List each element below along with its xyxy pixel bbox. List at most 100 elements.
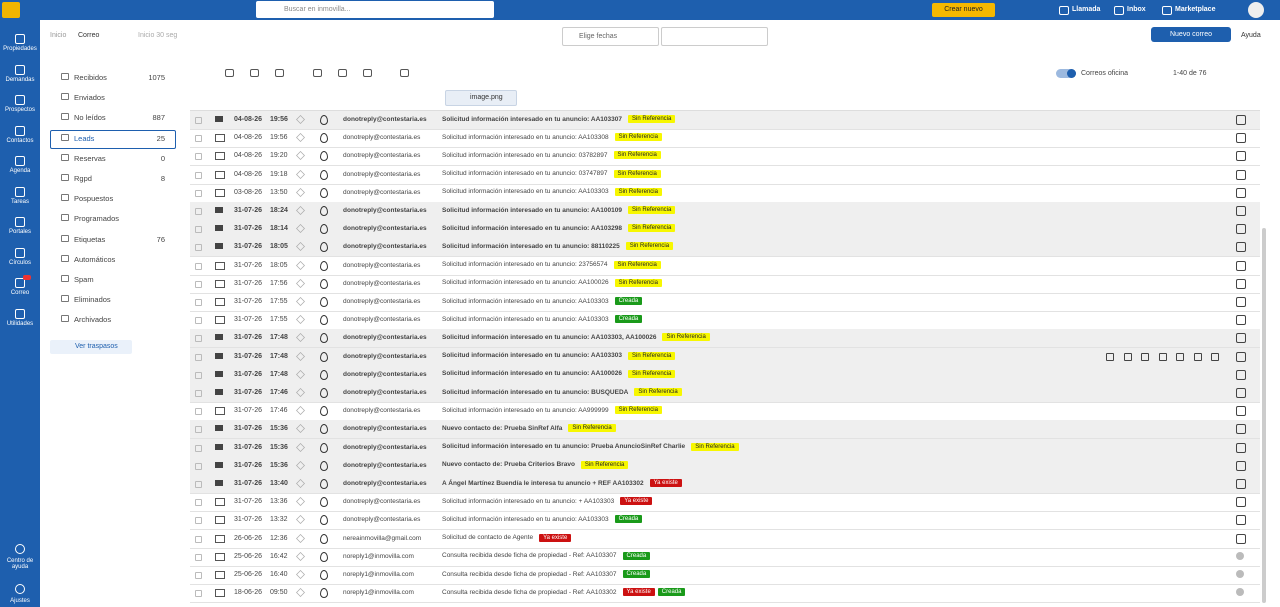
checkbox[interactable] [195, 553, 202, 561]
nav-label[interactable]: Demandas [5, 77, 35, 83]
folder-name[interactable]: Programados [74, 214, 120, 224]
row-menu-icon[interactable] [1236, 278, 1246, 289]
top-link-icon[interactable] [1162, 6, 1172, 15]
nav-icon[interactable] [15, 584, 25, 594]
top-link-icon[interactable] [1059, 6, 1069, 15]
mail-row[interactable]: 31-07-26 17:48 donotreply@contestaria.es So… [190, 329, 1260, 349]
mail-row[interactable]: 25-06-26 16:40 noreply1@inmovilla.com Consu… [190, 566, 1260, 585]
nav-icon[interactable] [15, 156, 25, 166]
attachment[interactable]: image.png [445, 90, 517, 106]
mail-row[interactable]: 31-07-26 13:32 donotreply@contestaria.es So… [190, 511, 1260, 531]
row-menu-icon[interactable] [1236, 133, 1246, 144]
nav-icon[interactable] [15, 34, 25, 44]
folder-name[interactable]: Automáticos [74, 254, 116, 264]
mail-row[interactable]: 03-08-26 13:50 donotreply@contestaria.es So… [190, 184, 1260, 203]
checkbox[interactable] [195, 244, 202, 252]
folder-name[interactable]: Spam [74, 275, 94, 284]
folder-name[interactable]: Rgpd [74, 174, 92, 183]
mail-row[interactable]: 04-08-26 19:20 donotreply@contestaria.es So… [190, 147, 1260, 167]
star-icon[interactable] [296, 260, 305, 270]
checkbox[interactable] [195, 189, 202, 197]
tool-icon[interactable] [363, 69, 372, 77]
row-menu-icon[interactable] [1236, 515, 1246, 526]
top-link-icon[interactable] [1114, 6, 1124, 15]
tool-icon[interactable] [313, 69, 322, 77]
nav-icon[interactable] [15, 95, 25, 105]
star-icon[interactable] [296, 406, 305, 416]
row-menu-icon[interactable] [1236, 479, 1246, 489]
checkbox[interactable] [195, 117, 202, 124]
checkbox[interactable] [195, 299, 202, 306]
top-link[interactable]: Llamada [1072, 6, 1101, 13]
row-menu-icon[interactable] [1236, 333, 1246, 344]
folder-name[interactable]: Eliminados [74, 295, 111, 305]
row-menu-icon[interactable] [1236, 242, 1246, 253]
folder-name[interactable]: No leídos [74, 113, 106, 123]
checkbox[interactable] [195, 226, 202, 234]
row-action[interactable] [1158, 352, 1167, 361]
tool-icon[interactable] [400, 69, 409, 77]
top-link[interactable]: Inbox [1127, 6, 1146, 13]
nav-icon[interactable] [15, 278, 25, 288]
nav-icon[interactable] [15, 217, 25, 227]
star-icon[interactable] [296, 315, 305, 325]
checkbox[interactable] [195, 353, 202, 361]
checkbox[interactable] [195, 517, 202, 525]
nav-label[interactable]: Utilidades [6, 321, 34, 327]
checkbox[interactable] [195, 481, 202, 488]
row-menu-icon[interactable] [1236, 570, 1244, 578]
row-menu-icon[interactable] [1236, 588, 1244, 597]
nav-label[interactable]: Correo [10, 290, 30, 296]
nav-icon[interactable] [15, 309, 25, 319]
star-icon[interactable] [296, 333, 305, 343]
folder-name[interactable]: Recibidos [74, 73, 107, 82]
mail-row[interactable]: 31-07-26 18:05 donotreply@contestaria.es So… [190, 238, 1260, 258]
row-menu-icon[interactable] [1236, 551, 1244, 560]
row-action[interactable] [1176, 352, 1184, 361]
star-icon[interactable] [296, 479, 305, 488]
star-icon[interactable] [296, 369, 305, 379]
checkbox[interactable] [195, 462, 202, 470]
checkbox[interactable] [195, 317, 202, 325]
row-action[interactable] [1211, 352, 1219, 361]
star-icon[interactable] [296, 297, 305, 306]
star-icon[interactable] [296, 278, 305, 288]
mail-row[interactable]: 31-07-26 17:55 donotreply@contestaria.es So… [190, 293, 1260, 312]
mail-row[interactable]: 18-06-26 09:50 noreply1@inmovilla.com Consu… [190, 584, 1260, 604]
mail-row[interactable]: 31-07-26 18:24 donotreply@contestaria.es So… [190, 202, 1260, 221]
mail-row[interactable]: 25-06-26 16:42 noreply1@inmovilla.com Consu… [190, 548, 1260, 567]
row-action[interactable] [1123, 352, 1132, 361]
star-icon[interactable] [296, 351, 305, 361]
star-icon[interactable] [296, 206, 305, 215]
star-icon[interactable] [296, 388, 305, 397]
logo[interactable] [2, 2, 20, 18]
checkbox[interactable] [195, 572, 202, 579]
row-menu-icon[interactable] [1236, 533, 1246, 544]
checkbox[interactable] [195, 408, 202, 416]
transfers-button[interactable]: Ver traspasos [50, 340, 132, 354]
mail-row[interactable]: 31-07-26 17:46 donotreply@contestaria.es So… [190, 384, 1260, 403]
row-menu-icon[interactable] [1236, 406, 1246, 417]
tool-icon[interactable] [225, 69, 234, 77]
mail-row[interactable]: 31-07-26 15:36 donotreply@contestaria.es Nu… [190, 456, 1260, 476]
star-icon[interactable] [296, 533, 305, 543]
star-icon[interactable] [296, 151, 305, 161]
mail-row[interactable]: 31-07-26 17:56 donotreply@contestaria.es So… [190, 275, 1260, 294]
mail-row[interactable]: 31-07-26 17:48 donotreply@contestaria.es So… [190, 347, 1260, 367]
folder-name[interactable]: Reservas [74, 153, 106, 163]
row-menu-icon[interactable] [1236, 260, 1246, 271]
nav-label[interactable]: Portales [8, 229, 31, 235]
row-menu-icon[interactable] [1236, 497, 1246, 508]
nav-label[interactable]: Tareas [10, 199, 29, 205]
row-action[interactable] [1106, 352, 1114, 361]
star-icon[interactable] [296, 442, 305, 452]
folder-name[interactable]: Archivados [74, 315, 112, 325]
mail-row[interactable]: 31-07-26 17:46 donotreply@contestaria.es So… [190, 402, 1260, 422]
row-menu-icon[interactable] [1236, 442, 1246, 453]
row-menu-icon[interactable] [1236, 151, 1246, 162]
row-menu-icon[interactable] [1236, 224, 1246, 235]
checkbox[interactable] [195, 499, 202, 507]
nav-icon[interactable] [15, 187, 25, 197]
star-icon[interactable] [296, 224, 305, 234]
row-action[interactable] [1193, 352, 1202, 361]
